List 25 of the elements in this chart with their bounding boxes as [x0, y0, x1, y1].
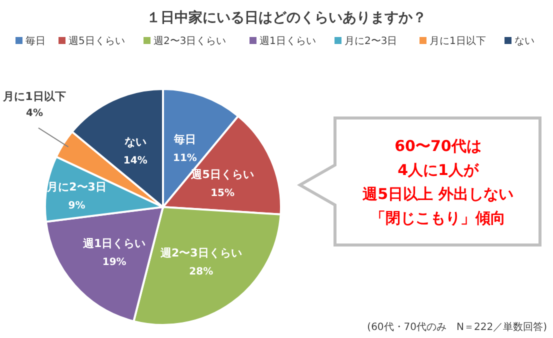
slice-label: 月に1日以下	[2, 90, 66, 103]
legend-label: 週1日くらい	[260, 36, 316, 47]
data-label: 15%	[210, 188, 235, 200]
legend-label: 月に1日以下	[430, 35, 486, 47]
legend-label: 週5日くらい	[68, 36, 125, 47]
text: 「閉じこもり」傾向	[370, 209, 506, 227]
text: (60代・70代のみ N＝222／単数回答)	[367, 321, 548, 333]
text: 60〜70代は	[394, 137, 482, 155]
data-label: 28%	[189, 266, 214, 278]
slice-label: 毎日	[172, 132, 196, 146]
legend-label: 月に2〜3日	[344, 36, 398, 47]
slice-label: 週1日くらい	[82, 236, 146, 250]
data-label: 19%	[102, 256, 126, 268]
slice-label: ない	[124, 135, 146, 148]
data-label: 9%	[68, 200, 86, 212]
text: 4人に1人が	[398, 161, 480, 179]
data-label: 11%	[173, 152, 197, 164]
legend-label: 毎日	[26, 35, 46, 47]
text: 週5日以上 外出しない	[362, 185, 514, 203]
legend-label: 週2〜3日くらい	[154, 36, 226, 47]
slice-label: 週2〜3日くらい	[159, 246, 242, 260]
data-label: 4%	[26, 108, 43, 119]
data-label: 14%	[123, 155, 148, 166]
chart-title: １日中家にいる日はどのくらいありますか？	[146, 9, 426, 26]
legend-label: ない	[514, 36, 534, 47]
